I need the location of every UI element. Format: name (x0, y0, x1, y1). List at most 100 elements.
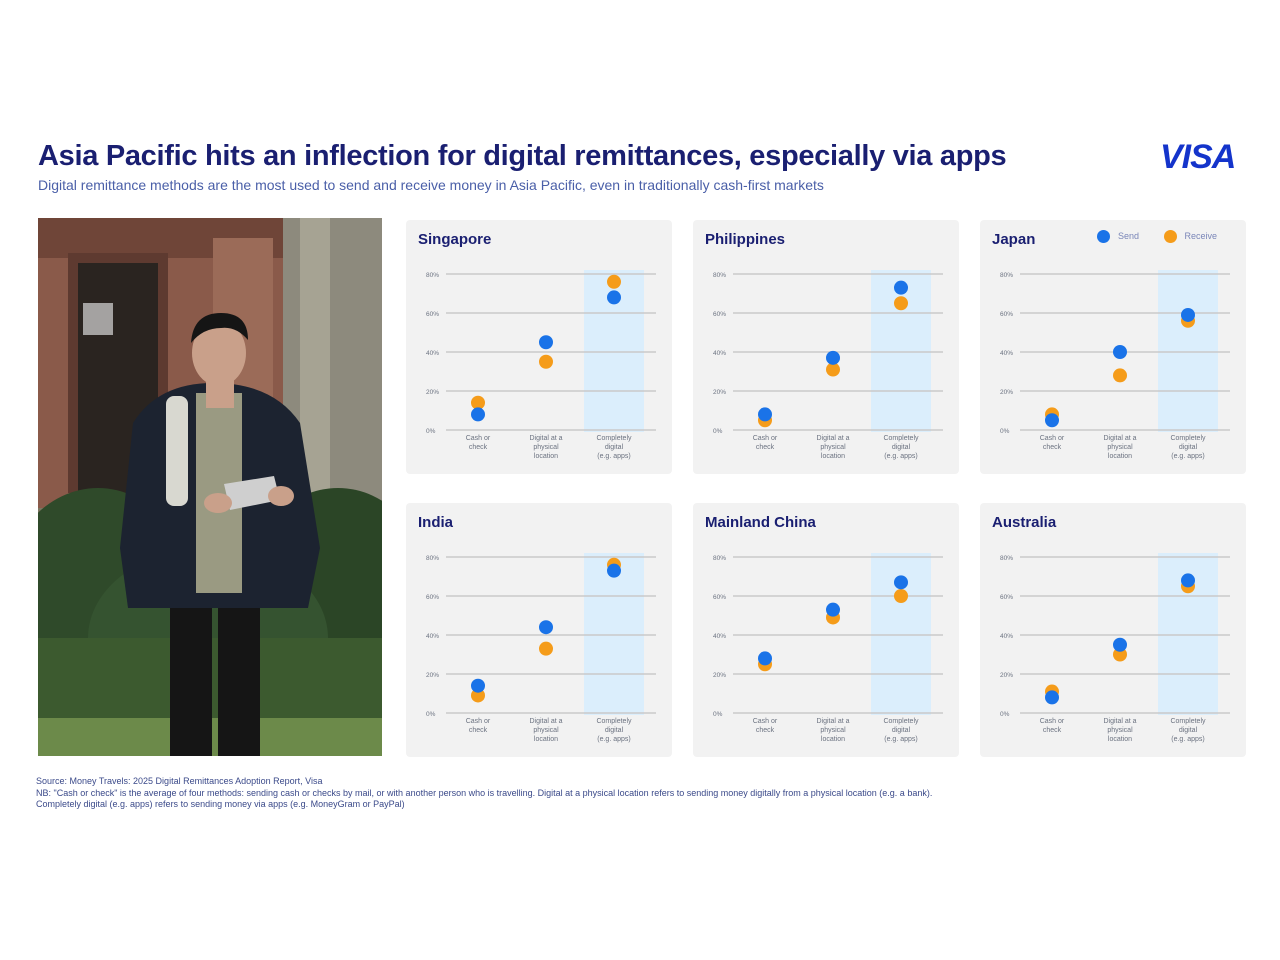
x-tick-label-line: Digital at a (816, 435, 849, 442)
send-point (826, 602, 840, 617)
chart-title: Singapore (418, 231, 492, 248)
receive-point (894, 589, 908, 603)
scatter-chart-japan: 0% 20% 40% 60% 80% Cash or check Digital at a ph… (1000, 270, 1230, 460)
scatter-chart-philippines: 0% 20% 40% 60% 80% Cash or check Digital at a ph… (713, 270, 943, 460)
x-tick-label-line: check (756, 444, 775, 451)
chart-title: Japan (992, 231, 1036, 248)
x-tick-label-line: check (469, 727, 488, 734)
legend-send-label: Send (1118, 230, 1140, 241)
scatter-chart-india: 0% 20% 40% 60% 80% Cash or check Digital at a ph… (426, 553, 656, 743)
y-tick-label: 40% (426, 350, 439, 357)
x-tick-label: Completely digital (e.g. apps) (883, 435, 919, 460)
scatter-chart-singapore: 0% 20% 40% 60% 80% Cash or check Digital at a ph… (426, 270, 656, 460)
receive-point (1113, 647, 1127, 662)
chart-title: Mainland China (705, 514, 816, 531)
x-tick-label-line: digital (1179, 444, 1198, 451)
y-tick-label: 20% (426, 672, 439, 679)
y-tick-label: 20% (426, 389, 439, 396)
receive-point (471, 688, 485, 703)
send-point (1045, 413, 1059, 428)
legend-receive-label: Receive (1184, 230, 1218, 241)
x-tick-label: Cash or check (466, 718, 491, 734)
x-tick-label: Digital at a physical location (1103, 435, 1136, 460)
y-tick-label: 80% (713, 272, 726, 279)
send-point (607, 290, 621, 305)
x-tick-label: Completely digital (e.g. apps) (596, 718, 632, 743)
x-tick-label-line: (e.g. apps) (1171, 453, 1204, 460)
x-tick-label-line: (e.g. apps) (884, 453, 917, 460)
send-point (894, 280, 908, 295)
receive-point (826, 362, 840, 377)
receive-point (1113, 368, 1127, 383)
send-point (758, 407, 772, 422)
y-tick-label: 80% (426, 555, 439, 562)
definition-note-1: NB: "Cash or check" is the average of fo… (36, 787, 933, 798)
send-point (539, 335, 553, 350)
y-tick-label: 80% (1000, 555, 1013, 562)
y-tick-label: 0% (713, 428, 723, 435)
x-tick-label-line: Cash or (1040, 718, 1065, 725)
legend-item-receive: Receive (1163, 230, 1218, 243)
y-tick-label: 0% (426, 711, 436, 718)
y-tick-label: 40% (1000, 350, 1013, 357)
x-tick-label-line: check (1043, 727, 1062, 734)
receive-point (471, 395, 485, 410)
y-tick-label: 20% (1000, 672, 1013, 679)
x-tick-label: Digital at a physical location (816, 435, 849, 460)
x-tick-label: Completely digital (e.g. apps) (596, 435, 632, 460)
source-note: Source: Money Travels: 2025 Digital Remi… (36, 776, 323, 786)
chart-panel-india: India 0% 20% 40% 60% 80% Cash or check Digital … (406, 503, 672, 757)
x-tick-label-line: Cash or (1040, 435, 1065, 442)
send-point (894, 575, 908, 590)
x-tick-label: Digital at a physical location (529, 435, 562, 460)
y-tick-label: 80% (1000, 272, 1013, 279)
student-photo-illustration (38, 218, 382, 756)
x-tick-label-line: Completely (883, 718, 919, 725)
legend-item-send: Send (1097, 230, 1139, 243)
y-tick-label: 80% (713, 555, 726, 562)
x-tick-label-line: Digital at a (1103, 718, 1136, 725)
legend-send-dot (1097, 230, 1110, 243)
x-tick-label-line: location (534, 453, 558, 460)
page-subtitle: Digital remittance methods are the most … (38, 177, 824, 193)
x-tick-label-line: location (821, 453, 845, 460)
y-tick-label: 20% (713, 389, 726, 396)
x-tick-label: Completely digital (e.g. apps) (883, 718, 919, 743)
chart-panel-singapore: Singapore 0% 20% 40% 60% 80% Cash or check Digi… (406, 220, 672, 474)
y-tick-label: 60% (1000, 311, 1013, 318)
x-tick-label-line: digital (892, 727, 911, 734)
visa-logo: VISA (1160, 138, 1236, 176)
x-tick-label: Digital at a physical location (1103, 718, 1136, 743)
send-point (1181, 573, 1195, 588)
x-tick-label-line: physical (820, 444, 846, 451)
receive-point (539, 641, 553, 656)
chart-panel-australia: Australia 0% 20% 40% 60% 80% Cash or check Digi… (980, 503, 1246, 757)
chart-title: Australia (992, 514, 1057, 531)
chart-panel-japan: Japan Send Receive 0% 20% 40% 60% 80% Cash or… (980, 220, 1246, 474)
y-tick-label: 40% (713, 350, 726, 357)
x-tick-label: Cash or check (466, 435, 491, 451)
x-tick-label-line: digital (1179, 727, 1198, 734)
y-tick-label: 0% (1000, 711, 1010, 718)
receive-point (607, 274, 621, 289)
x-tick-label-line: location (534, 736, 558, 743)
highlight-band (584, 553, 644, 715)
x-tick-label-line: Completely (1170, 718, 1206, 725)
x-tick-label-line: Digital at a (816, 718, 849, 725)
x-tick-label: Digital at a physical location (816, 718, 849, 743)
chart-legend: Send Receive (1075, 230, 1217, 243)
student-photo (38, 218, 382, 756)
x-tick-label-line: location (1108, 453, 1132, 460)
x-tick-label-line: physical (820, 727, 846, 734)
chart-panel-philippines: Philippines 0% 20% 40% 60% 80% Cash or check Di… (693, 220, 959, 474)
y-tick-label: 20% (713, 672, 726, 679)
x-tick-label-line: digital (605, 727, 624, 734)
x-tick-label-line: check (469, 444, 488, 451)
y-tick-label: 40% (713, 633, 726, 640)
page-title: Asia Pacific hits an inflection for digi… (38, 140, 1007, 172)
send-point (1181, 307, 1195, 322)
x-tick-label: Completely digital (e.g. apps) (1170, 435, 1206, 460)
highlight-band (1158, 270, 1218, 432)
x-tick-label-line: Digital at a (1103, 435, 1136, 442)
receive-point (539, 354, 553, 369)
